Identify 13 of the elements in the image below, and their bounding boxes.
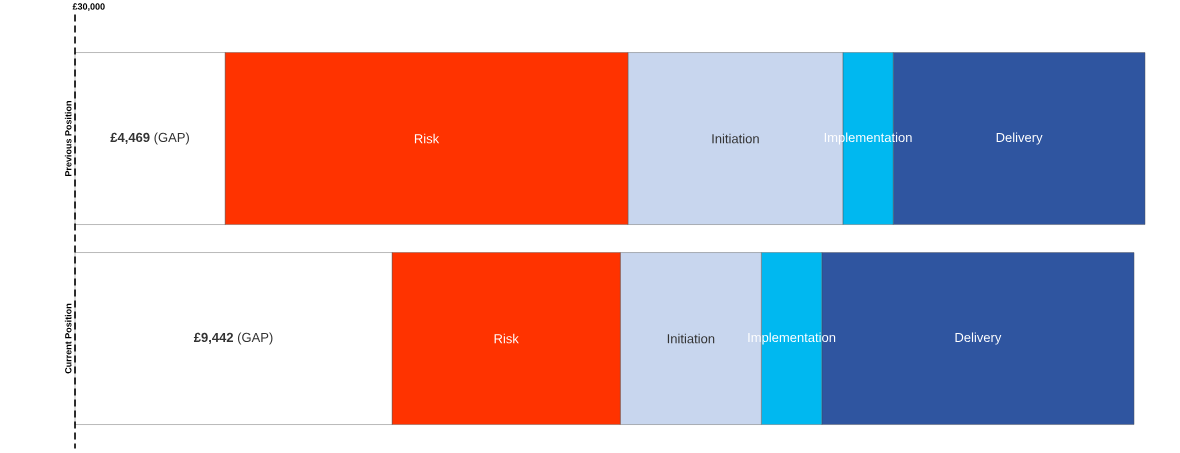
text: Delivery	[996, 132, 1043, 145]
data-label: £9,442	[193, 333, 234, 345]
series-label: Delivery	[955, 332, 1002, 345]
data-label: £4,469	[110, 133, 150, 145]
text: £30,000	[72, 3, 105, 12]
text: (GAP)	[237, 332, 273, 345]
y-tick-label: Previous Position	[64, 101, 72, 177]
series-label: Risk	[414, 133, 440, 144]
text: Initiation	[712, 133, 759, 144]
series-label: Initiation	[667, 333, 715, 344]
text: Risk	[494, 333, 519, 344]
series-label: (GAP)	[154, 132, 189, 145]
y-tick-label: Current Position	[64, 304, 72, 374]
